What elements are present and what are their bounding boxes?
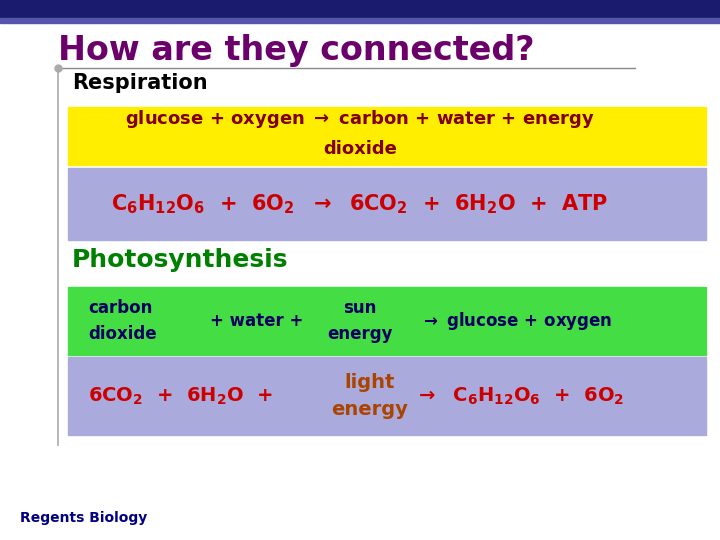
Text: $\bf{\rightarrow}$ glucose + oxygen: $\bf{\rightarrow}$ glucose + oxygen xyxy=(420,310,612,332)
Text: sun: sun xyxy=(343,299,377,317)
Text: light: light xyxy=(345,373,395,392)
Text: How are they connected?: How are they connected? xyxy=(58,34,534,67)
Bar xyxy=(0,0,720,18)
Bar xyxy=(68,107,706,165)
Bar xyxy=(0,18,720,23)
Text: energy: energy xyxy=(332,400,408,419)
Bar xyxy=(68,287,706,355)
Text: energy: energy xyxy=(328,325,392,343)
Text: Regents Biology: Regents Biology xyxy=(20,511,148,525)
Text: + water +: + water + xyxy=(210,312,303,330)
Text: $\mathbf{6CO_2}$  +  $\mathbf{6H_2O}$  +: $\mathbf{6CO_2}$ + $\mathbf{6H_2O}$ + xyxy=(88,386,273,407)
Text: $\mathbf{C_6H_{12}O_6}$  +  $\mathbf{6O_2}$  $\bf{\rightarrow}$  $\mathbf{6CO_2}: $\mathbf{C_6H_{12}O_6}$ + $\mathbf{6O_2}… xyxy=(112,192,608,216)
Bar xyxy=(68,168,706,240)
Text: dioxide: dioxide xyxy=(88,325,157,343)
Text: Photosynthesis: Photosynthesis xyxy=(72,248,289,272)
Text: carbon: carbon xyxy=(88,299,153,317)
Text: dioxide: dioxide xyxy=(323,140,397,158)
Text: $\bf{\rightarrow}$  $\mathbf{C_6H_{12}O_6}$  +  $\mathbf{6O_2}$: $\bf{\rightarrow}$ $\mathbf{C_6H_{12}O_6… xyxy=(415,386,624,407)
Bar xyxy=(68,357,706,435)
Text: Respiration: Respiration xyxy=(72,73,207,93)
Text: glucose + oxygen $\bf{\rightarrow}$ carbon + water + energy: glucose + oxygen $\bf{\rightarrow}$ carb… xyxy=(125,108,595,130)
